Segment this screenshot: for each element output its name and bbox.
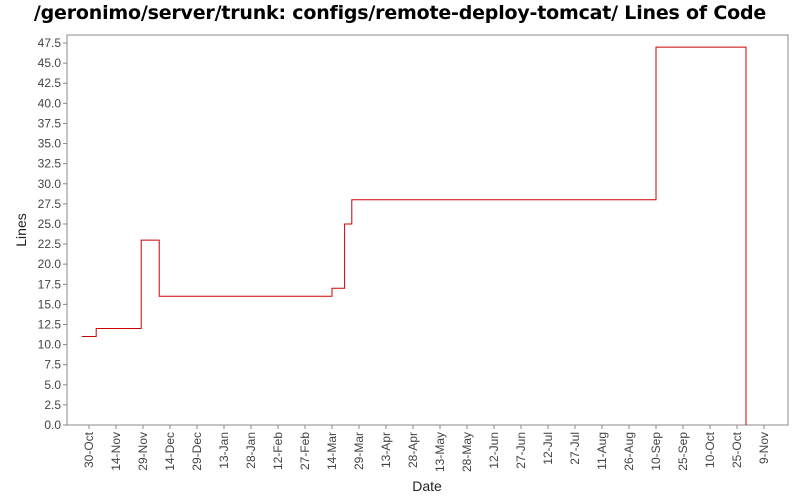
x-tick-label: 9-Nov <box>757 432 771 464</box>
y-tick-label: 15.0 <box>38 297 62 311</box>
y-tick-label: 40.0 <box>38 96 62 110</box>
x-tick-label: 13-Jan <box>217 432 231 469</box>
y-tick-label: 10.0 <box>38 338 62 352</box>
y-tick-label: 5.0 <box>44 378 61 392</box>
x-tick-label: 13-Apr <box>379 432 393 468</box>
x-tick-label: 28-Jan <box>244 432 258 469</box>
y-tick-label: 47.5 <box>38 36 62 50</box>
x-tick-label: 12-Jun <box>487 432 501 469</box>
x-tick-label: 14-Nov <box>109 432 123 471</box>
x-tick-label: 29-Dec <box>190 432 204 471</box>
y-tick-label: 37.5 <box>38 116 62 130</box>
x-axis: 30-Oct 14-Nov 29-Nov 14-Dec 29-Dec 13-Jan 28-J… <box>82 425 771 472</box>
y-tick-label: 30.0 <box>38 177 62 191</box>
y-axis: 0.0 2.5 5.0 7.5 10.0 12.5 15.0 17.5 20.0 22.5 25.0… <box>38 36 67 432</box>
y-tick-label: 2.5 <box>44 398 61 412</box>
y-tick-label: 35.0 <box>38 137 62 151</box>
y-tick-label: 20.0 <box>38 257 62 271</box>
x-tick-label: 25-Oct <box>730 431 744 468</box>
y-tick-label: 7.5 <box>44 358 61 372</box>
y-tick-label: 45.0 <box>38 56 62 70</box>
x-tick-label: 12-Feb <box>271 432 285 470</box>
x-tick-label: 14-Mar <box>325 432 339 470</box>
y-axis-title: Lines <box>13 213 29 246</box>
plot-area <box>66 34 789 426</box>
x-tick-label: 30-Oct <box>82 431 96 468</box>
x-tick-label: 29-Mar <box>352 432 366 470</box>
x-tick-label: 11-Aug <box>595 432 609 470</box>
x-tick-label: 29-Nov <box>136 432 150 471</box>
x-tick-label: 27-Jun <box>514 432 528 469</box>
x-tick-label: 28-Apr <box>406 432 420 468</box>
x-tick-label: 28-May <box>460 432 474 472</box>
x-tick-label: 10-Sep <box>649 432 663 471</box>
x-axis-title: Date <box>412 478 442 494</box>
y-tick-label: 25.0 <box>38 217 62 231</box>
y-tick-label: 0.0 <box>44 418 61 432</box>
y-tick-label: 22.5 <box>38 237 62 251</box>
x-tick-label: 27-Jul <box>568 432 582 465</box>
y-tick-label: 27.5 <box>38 197 62 211</box>
x-tick-label: 13-May <box>433 432 447 472</box>
x-tick-label: 14-Dec <box>163 432 177 471</box>
y-tick-label: 12.5 <box>38 317 62 331</box>
y-tick-label: 17.5 <box>38 277 62 291</box>
x-tick-label: 25-Sep <box>676 432 690 471</box>
y-tick-label: 32.5 <box>38 157 62 171</box>
x-tick-label: 10-Oct <box>703 431 717 468</box>
x-tick-label: 12-Jul <box>541 432 555 465</box>
chart-title: /geronimo/server/trunk: configs/remote-d… <box>33 2 767 24</box>
x-tick-label: 27-Feb <box>298 432 312 470</box>
series-layer <box>81 46 747 426</box>
y-tick-label: 42.5 <box>38 76 62 90</box>
x-tick-label: 26-Aug <box>622 432 636 471</box>
